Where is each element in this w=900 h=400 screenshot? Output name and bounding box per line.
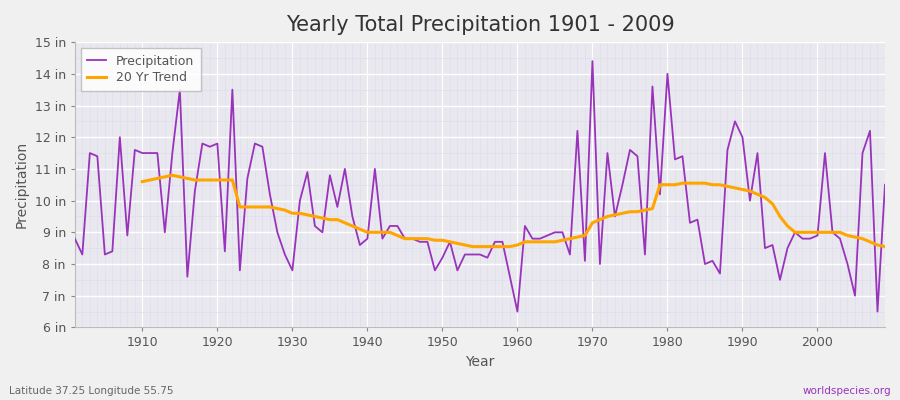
Precipitation: [339, 166, 350, 171]
Precipitation: [617, 182, 628, 187]
Y-axis label: Precipitation: Precipitation: [15, 141, 29, 228]
Precipitation: [519, 224, 530, 228]
20 Yr Trend: [167, 173, 178, 178]
Precipitation: [879, 182, 890, 187]
Precipitation: [69, 236, 80, 241]
X-axis label: Year: Year: [465, 355, 495, 369]
20 Yr Trend: [287, 211, 298, 216]
Text: worldspecies.org: worldspecies.org: [803, 386, 891, 396]
20 Yr Trend: [857, 236, 868, 241]
20 Yr Trend: [467, 244, 478, 249]
20 Yr Trend: [137, 179, 148, 184]
Precipitation: [130, 148, 140, 152]
Title: Yearly Total Precipitation 1901 - 2009: Yearly Total Precipitation 1901 - 2009: [285, 15, 674, 35]
20 Yr Trend: [595, 217, 606, 222]
Legend: Precipitation, 20 Yr Trend: Precipitation, 20 Yr Trend: [81, 48, 201, 91]
Text: Latitude 37.25 Longitude 55.75: Latitude 37.25 Longitude 55.75: [9, 386, 174, 396]
20 Yr Trend: [535, 240, 545, 244]
Precipitation: [587, 59, 598, 64]
20 Yr Trend: [834, 230, 845, 235]
Precipitation: [505, 274, 516, 279]
Precipitation: [512, 309, 523, 314]
20 Yr Trend: [879, 244, 890, 249]
Precipitation: [294, 198, 305, 203]
20 Yr Trend: [317, 216, 328, 220]
Line: 20 Yr Trend: 20 Yr Trend: [142, 175, 885, 246]
Line: Precipitation: Precipitation: [75, 61, 885, 312]
